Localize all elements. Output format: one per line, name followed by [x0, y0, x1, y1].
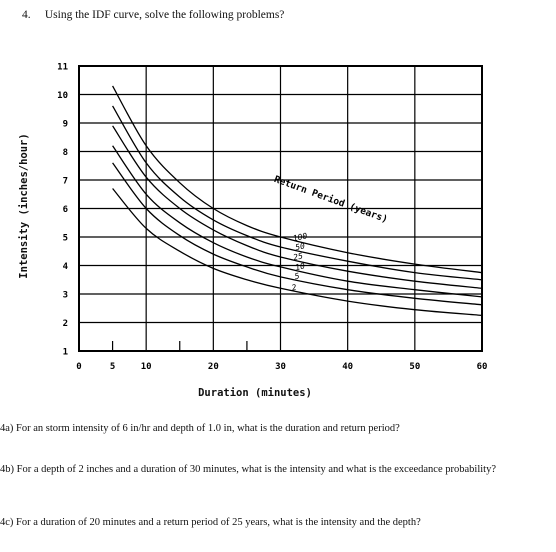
- series-label-10: 10: [294, 261, 305, 272]
- series-label-100: 100: [292, 231, 308, 243]
- idf-curve-50: [112, 105, 483, 281]
- question-heading: 4. Using the IDF curve, solve the follow…: [22, 9, 284, 21]
- idf-curve-100: [112, 85, 483, 274]
- series-label-5: 5: [294, 271, 301, 281]
- y-tick-label: 8: [63, 148, 68, 158]
- question-number: 4.: [22, 9, 31, 21]
- y-tick-label: 2: [63, 319, 68, 329]
- problem-4a: 4a) For an storm intensity of 6 in/hr an…: [0, 423, 400, 434]
- x-tick-label: 10: [141, 362, 152, 372]
- series-label-2: 2: [291, 283, 298, 293]
- x-tick-label: 60: [477, 362, 488, 372]
- y-tick-label: 9: [63, 120, 68, 130]
- y-tick-label: 11: [57, 63, 68, 73]
- idf-curve-10: [112, 145, 483, 298]
- idf-curve-5: [112, 162, 483, 306]
- x-axis-label: Duration (minutes): [198, 387, 312, 399]
- series-label-50: 50: [294, 241, 305, 252]
- y-tick-label: 6: [63, 205, 68, 215]
- y-tick-label: 1: [63, 348, 68, 358]
- question-text: Using the IDF curve, solve the following…: [44, 9, 285, 21]
- x-tick-label: 20: [208, 362, 219, 372]
- legend-title: Return Period (years): [273, 174, 390, 225]
- idf-curve-25: [112, 125, 483, 289]
- y-tick-label: 5: [63, 234, 68, 244]
- series-label-25: 25: [292, 251, 303, 262]
- idf-curve-2: [112, 188, 483, 317]
- y-tick-label: 7: [63, 177, 68, 187]
- y-tick-label: 3: [63, 291, 68, 301]
- problem-4c: 4c) For a duration of 20 minutes and a r…: [0, 517, 421, 528]
- problem-4b: 4b) For a depth of 2 inches and a durati…: [0, 464, 496, 475]
- x-tick-label: 50: [409, 362, 420, 372]
- x-tick-label: 40: [342, 362, 353, 372]
- x-tick-label: 30: [275, 362, 286, 372]
- y-tick-label: 4: [63, 262, 69, 272]
- x-tick-label: 5: [110, 362, 115, 372]
- y-tick-label: 10: [57, 91, 68, 101]
- x-tick-label: 0: [76, 362, 81, 372]
